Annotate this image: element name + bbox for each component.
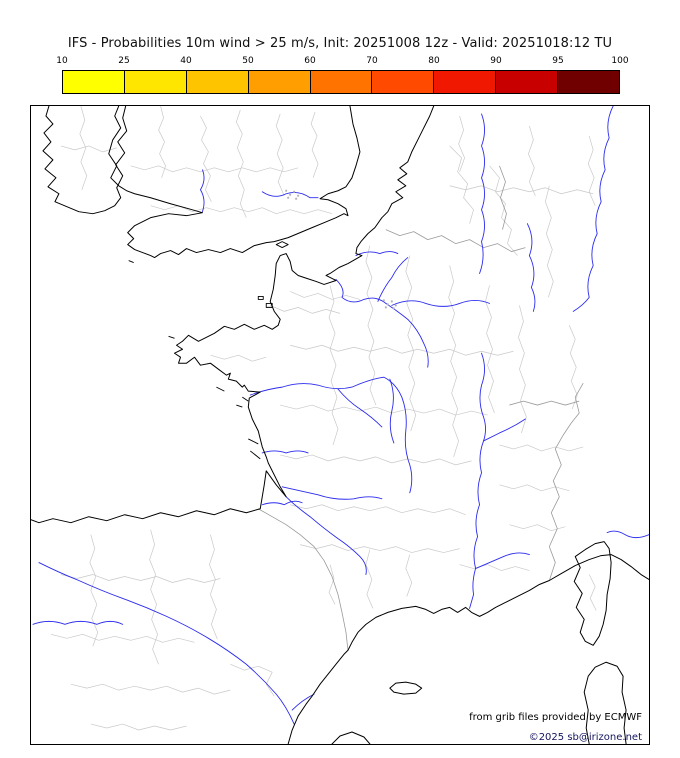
legend-tick-label: 70: [366, 56, 378, 66]
legend-color-segment: [434, 71, 497, 93]
legend-tick-label: 40: [180, 56, 192, 66]
coastlines: [31, 106, 649, 744]
admin-boundaries: [50, 106, 597, 731]
rivers: [32, 106, 649, 725]
legend-tick-label: 90: [490, 56, 502, 66]
urban-areas: [285, 189, 397, 310]
legend-tick-label: 60: [304, 56, 316, 66]
legend-color-segment: [496, 71, 559, 93]
legend-color-segment: [310, 71, 373, 93]
map-frame: from grib files provided by ECMWF ©2025 …: [30, 105, 650, 745]
small-islands: [128, 241, 289, 460]
legend-tick-label: 50: [242, 56, 254, 66]
legend-color-segment: [124, 71, 187, 93]
map-canvas: [31, 106, 649, 744]
legend-tick-label: 80: [428, 56, 440, 66]
legend-color-segment: [186, 71, 249, 93]
legend-ticks: 10 25 40 50 60 70 80 90 95 100: [56, 56, 628, 67]
legend-color-segment: [63, 71, 125, 93]
legend-colorbar: [62, 70, 620, 94]
legend-color-segment: [558, 71, 620, 93]
legend-color-segment: [248, 71, 311, 93]
legend-tick-label: 10: [56, 56, 68, 66]
map-title: IFS - Probabilities 10m wind > 25 m/s, I…: [67, 36, 613, 51]
country-borders: [258, 165, 584, 651]
attribution-provider: from grib files provided by ECMWF: [469, 712, 642, 723]
legend-tick-label: 25: [118, 56, 130, 66]
legend-tick-label: 95: [552, 56, 564, 66]
legend-tick-label: 100: [611, 56, 629, 66]
legend-color-segment: [372, 71, 435, 93]
attribution-copyright: ©2025 sb@irizone.net: [528, 732, 642, 743]
